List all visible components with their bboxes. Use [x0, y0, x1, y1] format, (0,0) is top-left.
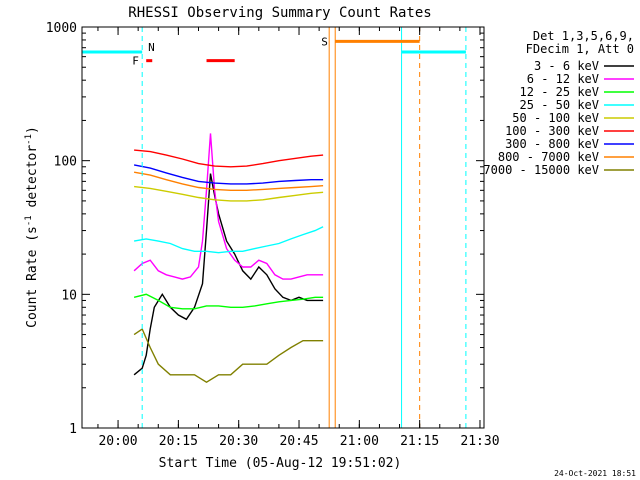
- x-tick-label-2: 20:30: [219, 434, 258, 449]
- chart-title: RHESSI Observing Summary Count Rates: [128, 5, 431, 21]
- x-tick-label-6: 21:30: [460, 434, 499, 449]
- x-tick-label-5: 21:15: [400, 434, 439, 449]
- timestamp: 24-Oct-2021 18:51: [554, 469, 636, 478]
- legend-label-3: 25 - 50 keV: [520, 98, 599, 112]
- legend-label-8: 7000 - 15000 keV: [483, 163, 599, 177]
- y-label-tail: detector: [25, 145, 40, 216]
- series-line-4: [134, 185, 324, 202]
- series-line-3: [133, 226, 324, 254]
- series-line-8: [133, 327, 324, 384]
- x-tick-label-4: 21:00: [340, 434, 379, 449]
- legend-label-2: 12 - 25 keV: [520, 85, 599, 99]
- y-axis-label: Count Rate (s-1 detector-1): [24, 126, 40, 328]
- x-tick-label-3: 20:45: [279, 434, 318, 449]
- legend-label-7: 800 - 7000 keV: [498, 150, 599, 164]
- y-label-tail-sup: -1: [24, 134, 34, 145]
- series-line-1: [133, 133, 324, 280]
- series-line-2: [133, 293, 324, 310]
- legend-label-4: 50 - 100 keV: [512, 111, 599, 125]
- y-label-main: Count Rate (s: [25, 226, 40, 328]
- x-axis-label: Start Time (05-Aug-12 19:51:02): [159, 456, 402, 471]
- legend: Det 1,3,5,6,9, FDecim 1, Att 0 3 - 6 keV…: [483, 29, 634, 177]
- x-tick-label-1: 20:15: [159, 434, 198, 449]
- y-tick-label-2: 100: [54, 155, 77, 170]
- series-line-5: [134, 149, 324, 168]
- legend-label-6: 300 - 800 keV: [505, 137, 599, 151]
- flag-label-s: S: [321, 35, 328, 48]
- y-tick-label-1: 10: [61, 288, 77, 303]
- flag-label-n: N: [148, 41, 155, 54]
- series-line-6: [133, 164, 324, 185]
- y-tick-label-3: 1000: [46, 21, 77, 36]
- y-tick-label-0: 1: [69, 422, 77, 437]
- x-tick-label-0: 20:00: [98, 434, 137, 449]
- legend-header-line-1: Det 1,3,5,6,9,: [533, 29, 634, 43]
- legend-label-1: 6 - 12 keV: [527, 72, 599, 86]
- plot-frame: [81, 26, 485, 429]
- axes: 20:00 20:15 20:30 20:45 21:00 21:15 21:30 1 10 10…: [46, 21, 500, 449]
- series-line-7: [133, 171, 324, 192]
- legend-header-line-2: FDecim 1, Att 0: [526, 42, 634, 56]
- y-label-sup: -1: [24, 215, 34, 226]
- legend-label-5: 100 - 300 keV: [505, 124, 599, 138]
- legend-label-0: 3 - 6 keV: [534, 59, 599, 73]
- plot-area: [133, 133, 324, 384]
- flag-label-f: F: [132, 55, 139, 68]
- y-label-close: ): [25, 126, 40, 134]
- flag-markers: NF S: [81, 27, 467, 428]
